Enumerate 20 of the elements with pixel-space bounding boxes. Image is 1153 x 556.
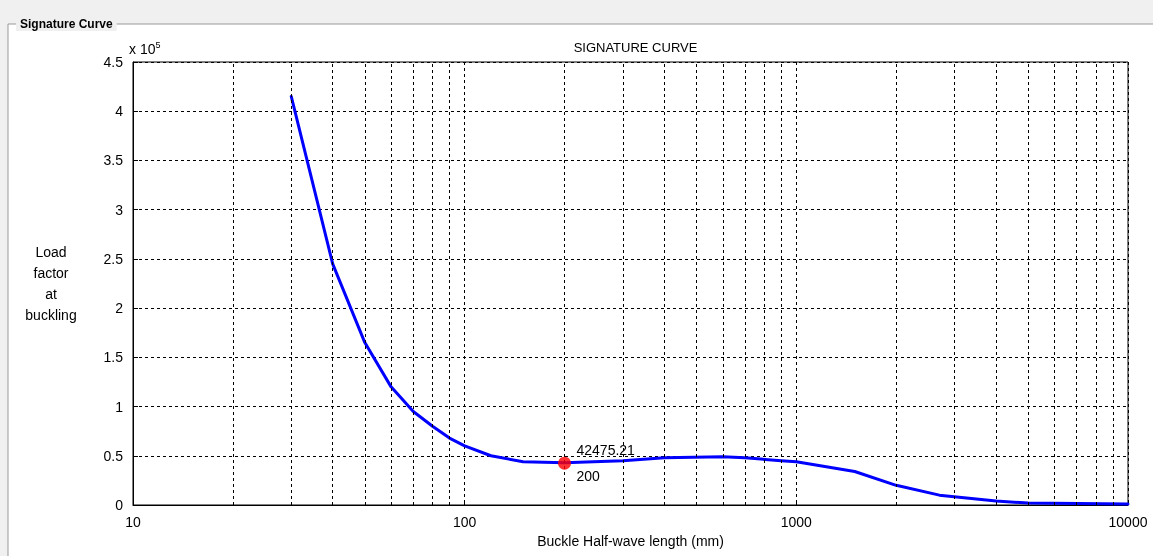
chart-title: SIGNATURE CURVE bbox=[573, 40, 698, 55]
annotation: 200 bbox=[576, 468, 601, 485]
y-tick-label: 4.5 bbox=[103, 54, 124, 70]
y-axis-title: Load factor at buckling bbox=[25, 244, 77, 323]
y-tick-label: 3.5 bbox=[103, 152, 124, 169]
text: Signature Curve bbox=[20, 17, 114, 31]
x-tick-label: 1000 bbox=[780, 514, 813, 530]
y-tick-label: 1 bbox=[115, 398, 124, 415]
y-tick-label: 4 bbox=[115, 103, 124, 120]
y-tick-label: 1.5 bbox=[103, 349, 124, 366]
y-tick-label: 0 bbox=[115, 497, 124, 513]
x-tick-label: 10000 bbox=[1108, 514, 1148, 530]
y-tick-label: 3 bbox=[115, 201, 124, 218]
annotation: 42475.21 bbox=[576, 442, 636, 459]
y-tick-label: 2 bbox=[115, 300, 124, 317]
y-tick-label: 0.5 bbox=[103, 447, 124, 464]
y-tick-label: 2.5 bbox=[103, 250, 124, 267]
x-tick-label: 100 bbox=[452, 514, 477, 530]
x-tick-label: 10 bbox=[125, 514, 141, 530]
x-axis-title: Buckle Half-wave length (mm) bbox=[537, 532, 724, 549]
